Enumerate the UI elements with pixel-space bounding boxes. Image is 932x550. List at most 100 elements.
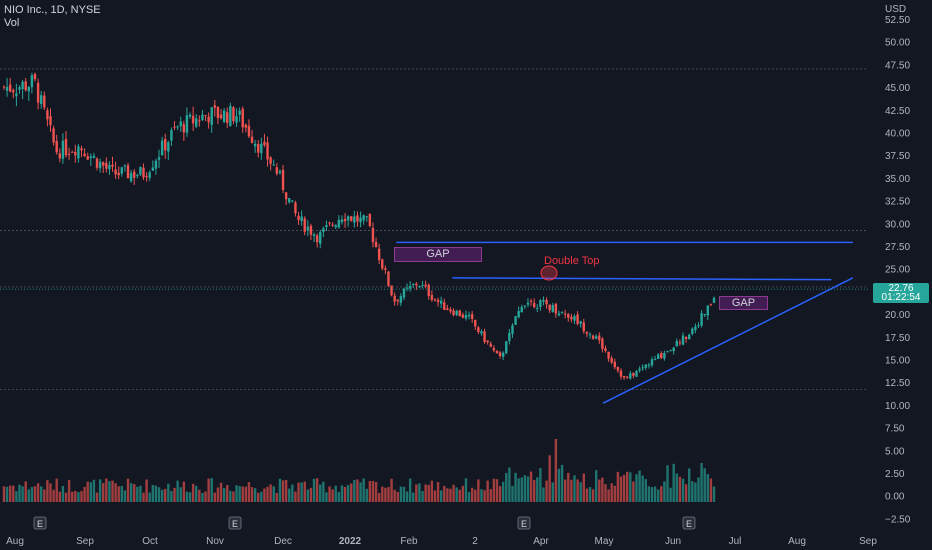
price-tick-label: 27.50 [885, 242, 910, 253]
candle-body [198, 120, 201, 122]
candle-body [396, 299, 399, 302]
volume-bar [247, 482, 251, 502]
time-axis[interactable]: Aug Sep Oct Nov Dec 2022 Feb 2 Apr May Jun Jul Aug Se… [6, 536, 877, 547]
chart-legend: NIO Inc., 1D, NYSE Vol [4, 4, 101, 30]
volume-bar [241, 486, 244, 502]
volume-bar [278, 478, 282, 502]
candle-body [136, 175, 139, 177]
volume-bar [77, 492, 80, 502]
volume-bar [182, 481, 186, 502]
candle-body [570, 316, 573, 320]
candle-body [278, 171, 282, 173]
volume-bar [195, 485, 198, 502]
volume-bar [557, 468, 561, 502]
volume-bar [436, 481, 440, 502]
volume-bar [622, 474, 626, 502]
volume-bar [198, 489, 201, 502]
candle-body [164, 138, 167, 151]
currency-label: USD [885, 4, 906, 15]
volume-bar [653, 486, 657, 502]
volume-bar [371, 480, 375, 502]
volume-bar [5, 486, 9, 502]
price-tick-label: 20.00 [885, 310, 910, 321]
candle-body [492, 347, 496, 351]
candle-body [64, 138, 68, 156]
candle-body [517, 310, 520, 318]
candle-body [105, 162, 108, 169]
candle-body [117, 172, 120, 176]
volume-bar [514, 472, 517, 502]
candle-body [133, 171, 136, 178]
trend-line-ascending-support [602, 277, 854, 404]
price-tick-label: 50.00 [885, 38, 910, 49]
double-top-label[interactable]: Double Top [544, 255, 600, 267]
price-tick-label: 0.00 [885, 492, 905, 503]
volume-bar [201, 492, 204, 502]
volume-bar [703, 468, 706, 502]
candle-body [501, 352, 505, 357]
volume-bar [291, 484, 294, 502]
candle-body [300, 216, 303, 222]
time-tick-label: Aug [788, 536, 806, 547]
volume-bar [387, 487, 390, 502]
volume-bar [98, 479, 102, 502]
candle-body [229, 105, 232, 126]
volume-bar [275, 492, 279, 502]
candle-body [71, 151, 74, 153]
volume-bar [700, 463, 703, 502]
candle-body [532, 302, 536, 308]
price-tick-label: 37.50 [885, 151, 910, 162]
volume-bar [427, 484, 430, 502]
volume-bar [629, 472, 632, 502]
volume-bar [222, 488, 226, 502]
time-tick-label: Feb [400, 536, 418, 547]
candle-body [439, 300, 443, 304]
volume-bar [480, 489, 483, 502]
volume-bar [263, 488, 266, 502]
candle-body [613, 361, 616, 368]
candle-body [325, 225, 328, 228]
candle-body [111, 164, 114, 167]
candle-body [291, 200, 294, 202]
candle-body [520, 307, 523, 313]
candle-body [474, 319, 477, 327]
volume-bar [681, 478, 685, 502]
volume-bar [412, 492, 415, 502]
volume-bar [331, 489, 334, 502]
candle-body [384, 268, 387, 270]
volume-bar [136, 486, 139, 502]
time-tick-label: Apr [533, 536, 549, 547]
candle-body [33, 73, 37, 80]
volume-bar [306, 489, 310, 502]
volume-bar [334, 485, 337, 502]
volume-bar [560, 464, 564, 502]
candle-body [560, 311, 564, 313]
candle-body [675, 341, 678, 347]
volume-bar [343, 486, 347, 502]
volume-bar [660, 486, 663, 502]
volume-bar [697, 477, 700, 502]
candle-body [250, 136, 254, 143]
volume-bar [610, 483, 613, 502]
gap-box-1[interactable]: GAP [394, 247, 482, 262]
volume-bar [446, 488, 449, 502]
candle-body [638, 368, 641, 371]
drawing-tools[interactable] [0, 241, 868, 404]
volume-bar [322, 481, 325, 502]
candle-body [204, 114, 207, 116]
volume-bar [350, 483, 353, 502]
volume-bar [548, 455, 551, 502]
volume-label[interactable]: Vol [4, 17, 20, 29]
volume-bar [142, 492, 145, 502]
volume-bar [424, 484, 427, 502]
volume-bar [458, 489, 461, 502]
gap-box-2[interactable]: GAP [719, 296, 768, 310]
symbol-title[interactable]: NIO Inc., 1D, NYSE [4, 4, 101, 16]
price-tick-label: 42.50 [885, 106, 910, 117]
candle-body [43, 95, 46, 108]
candle-body [154, 160, 158, 169]
volume-bar [449, 488, 452, 502]
candle-body [480, 331, 483, 334]
